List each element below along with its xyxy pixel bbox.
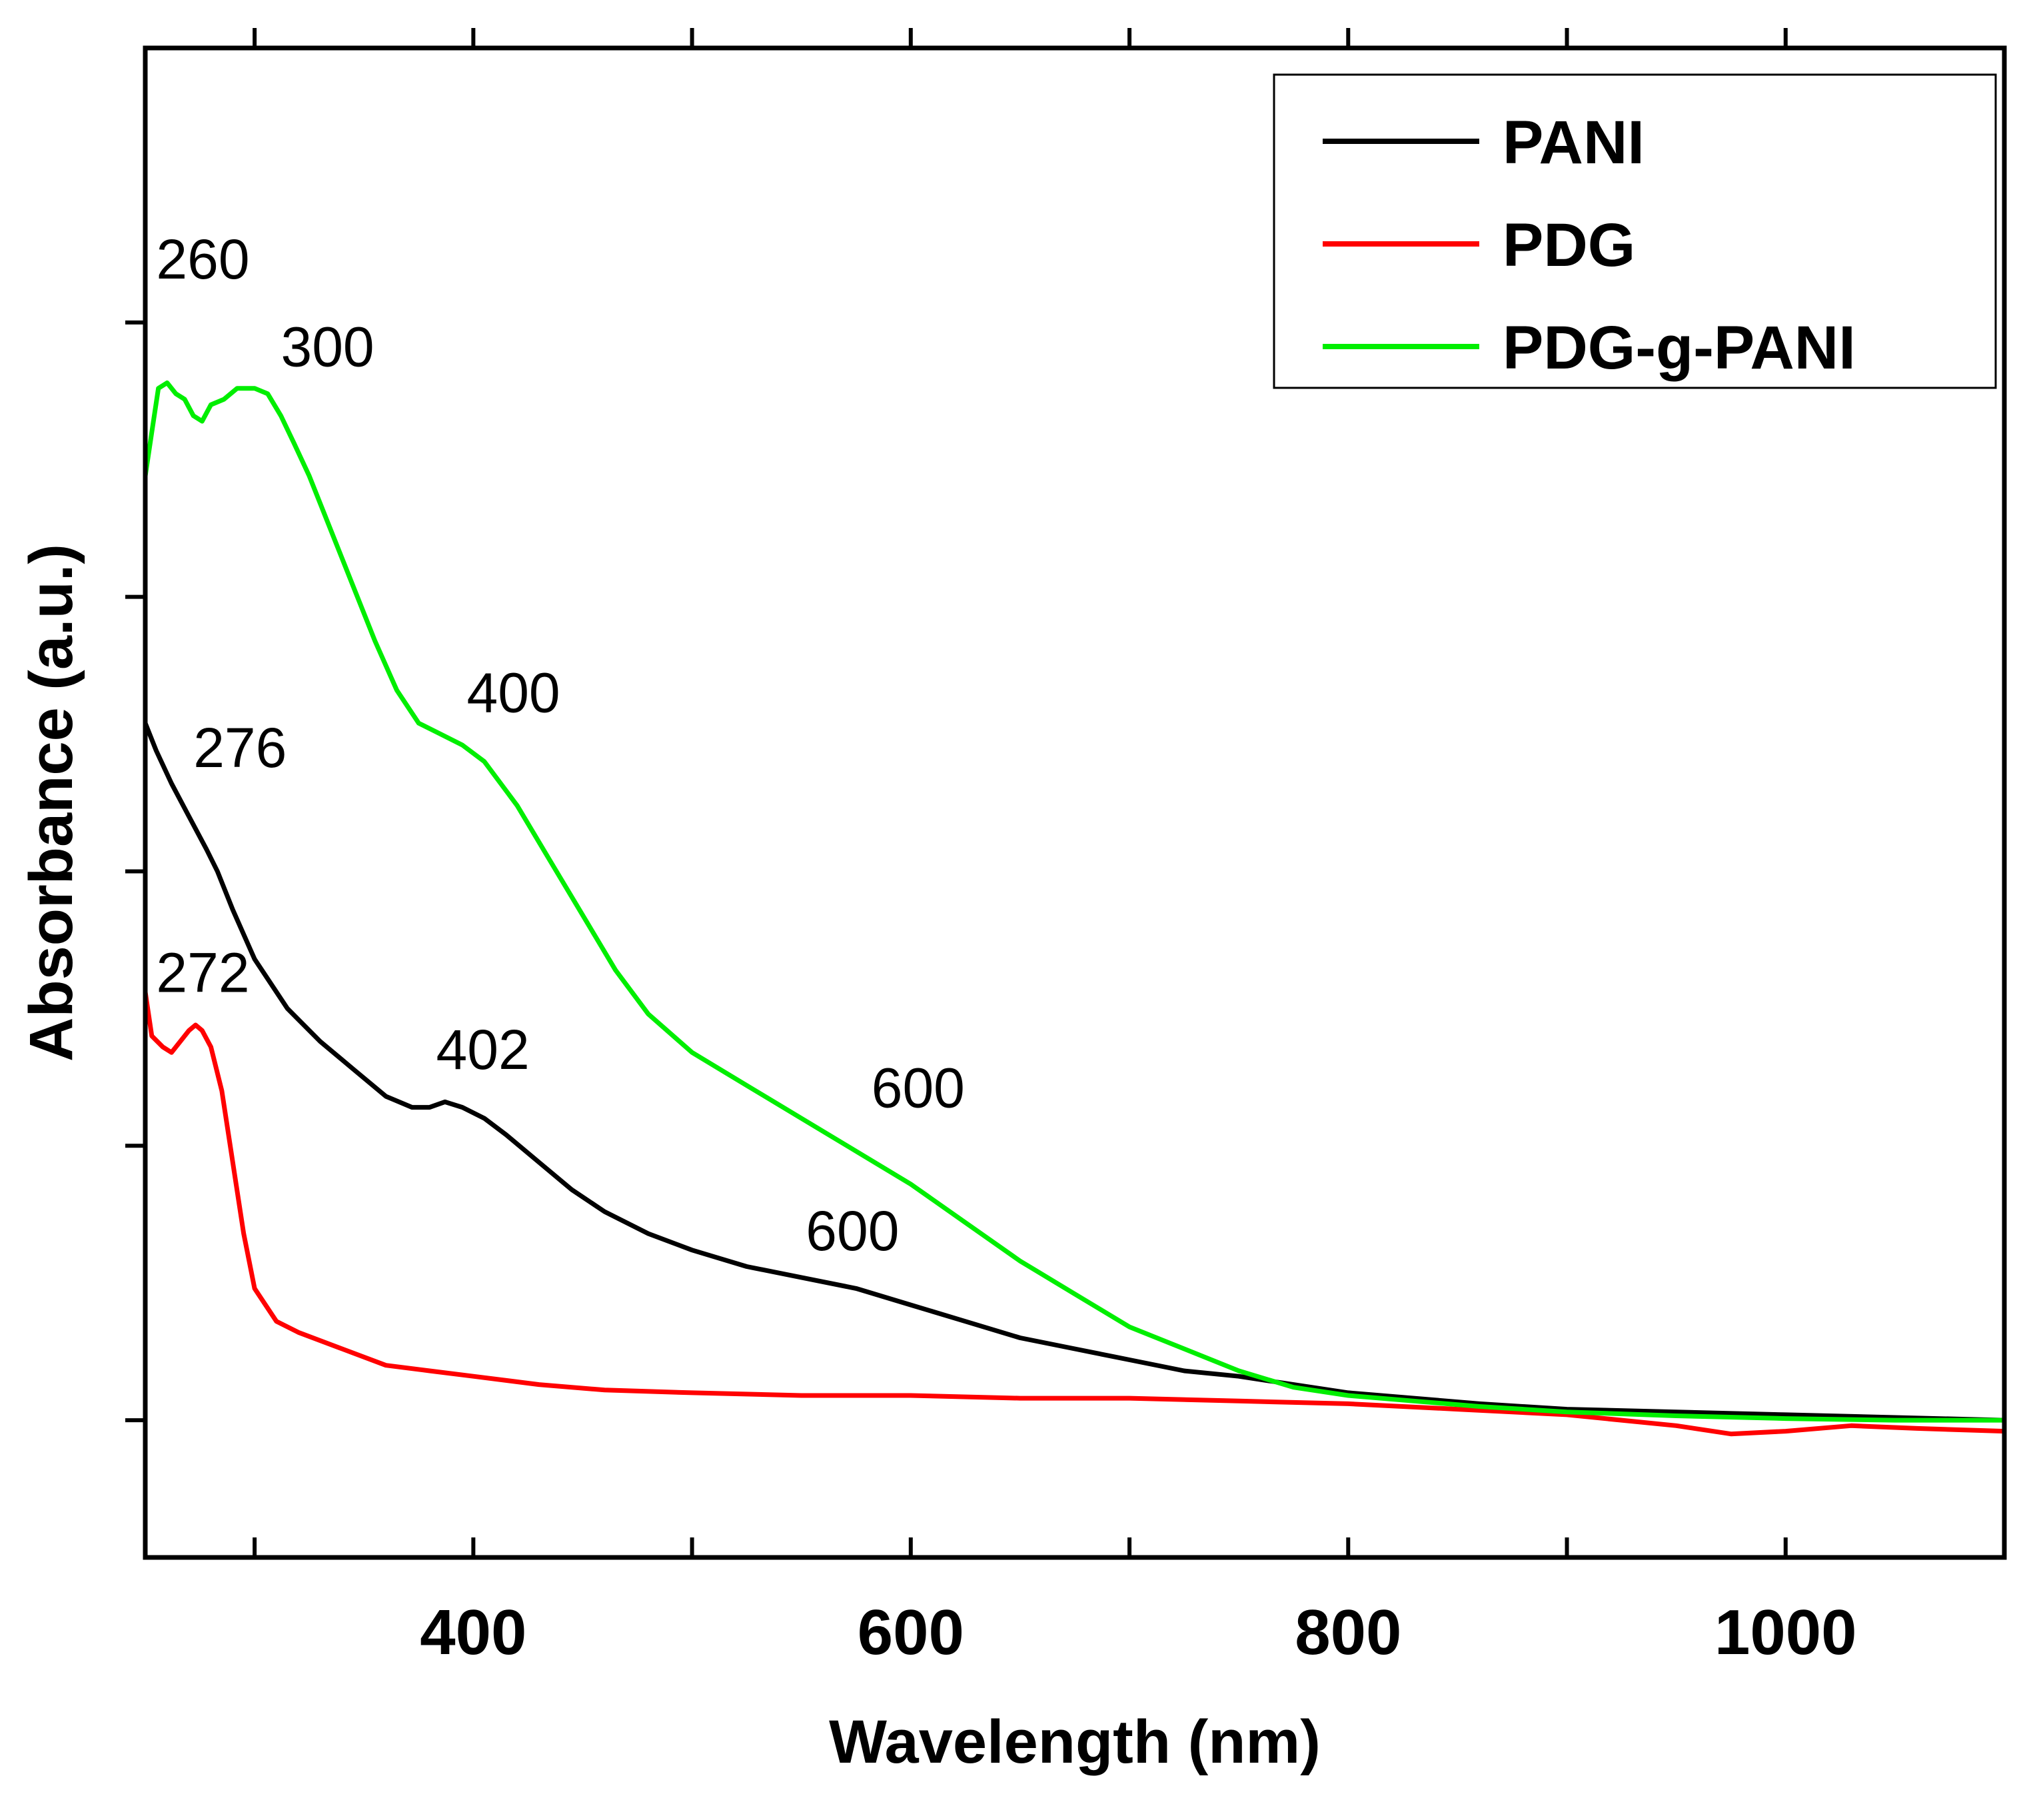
y-axis-ticks: [125, 320, 145, 1423]
legend-label-pdg-g-pani: PDG-g-PANI: [1503, 314, 1856, 382]
legend: PANI PDG PDG-g-PANI: [1273, 73, 1997, 389]
x-tick-label: 600: [858, 1597, 964, 1668]
legend-label-pani: PANI: [1503, 109, 1645, 177]
series-line-pdg-g-pani: [143, 380, 2007, 1423]
peak-label: 400: [467, 662, 560, 724]
legend-label-pdg: PDG: [1503, 211, 1635, 279]
x-tick-label: 1000: [1714, 1597, 1857, 1668]
peak-label: 600: [872, 1057, 965, 1120]
peak-label: 260: [156, 228, 249, 291]
series-line-pdg: [143, 990, 2007, 1437]
series-lines: [143, 380, 2007, 1437]
x-axis-title: Wavelength (nm): [829, 1708, 1321, 1776]
plot-frame: [143, 45, 2007, 1560]
peak-annotations: 260 300 400 600 276 402 600 272: [156, 228, 964, 1262]
peak-label: 600: [806, 1200, 899, 1262]
peak-label: 272: [156, 942, 249, 1004]
series-line-pani: [143, 720, 2007, 1423]
peak-label: 402: [436, 1018, 530, 1081]
legend-box: [1273, 73, 1997, 389]
x-axis-ticks: [253, 28, 1788, 1557]
x-tick-label: 800: [1295, 1597, 1401, 1668]
x-tick-label: 400: [420, 1597, 526, 1668]
y-axis-title: Absorbance (a.u.): [17, 544, 85, 1062]
peak-label: 276: [193, 716, 287, 779]
peak-label: 300: [281, 316, 374, 379]
x-axis-tick-labels: 400 600 800 1000: [420, 1597, 1856, 1668]
